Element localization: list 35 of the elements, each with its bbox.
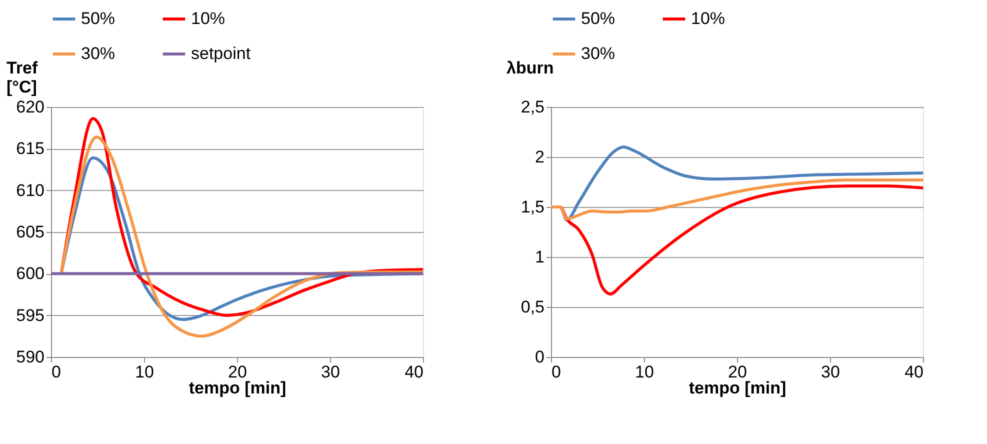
x-tick-label: 0: [552, 362, 561, 382]
legend-label: 10%: [191, 9, 226, 28]
legend-label: 10%: [691, 9, 726, 28]
x-tick-label: 40: [904, 362, 924, 382]
x-tick-label: 10: [635, 362, 654, 382]
y-tick-label: 610: [16, 180, 44, 200]
x-tick-label: 0: [52, 362, 61, 382]
y-tick-label: 2,5: [520, 98, 544, 116]
y-tick-label: 615: [16, 139, 44, 158]
x-tick-label: 20: [228, 362, 247, 382]
x-tick-label: 10: [135, 362, 154, 382]
y-tick-label: 1: [535, 248, 544, 266]
y-tick-label: 620: [16, 98, 44, 116]
y-tick-label: 1,5: [520, 198, 544, 216]
y-tick-label: 595: [16, 306, 44, 325]
y-tick-label: 0,5: [520, 298, 544, 316]
x-axis-title: tempo [min]: [688, 378, 786, 398]
legend-label: 50%: [81, 9, 116, 28]
y-axis-title: λburn: [506, 58, 554, 78]
legend-label: 30%: [81, 44, 116, 63]
y-tick-label: 605: [16, 222, 44, 242]
x-tick-label: 30: [321, 362, 340, 382]
x-tick-label: 30: [821, 362, 840, 382]
legend-label: 30%: [581, 44, 616, 63]
x-axis-title: tempo [min]: [188, 378, 286, 398]
x-tick-label: 20: [728, 362, 747, 382]
legend-label: 50%: [581, 9, 616, 28]
line-series: [550, 178, 924, 220]
y-axis-title: Tref [°C]: [6, 58, 38, 96]
legend-label: setpoint: [191, 44, 251, 63]
y-tick-label: 0: [535, 348, 544, 366]
y-tick-label: 590: [16, 348, 44, 366]
x-tick-label: 40: [404, 362, 424, 382]
y-tick-label: 600: [16, 264, 44, 284]
y-tick-label: 2: [535, 148, 544, 166]
